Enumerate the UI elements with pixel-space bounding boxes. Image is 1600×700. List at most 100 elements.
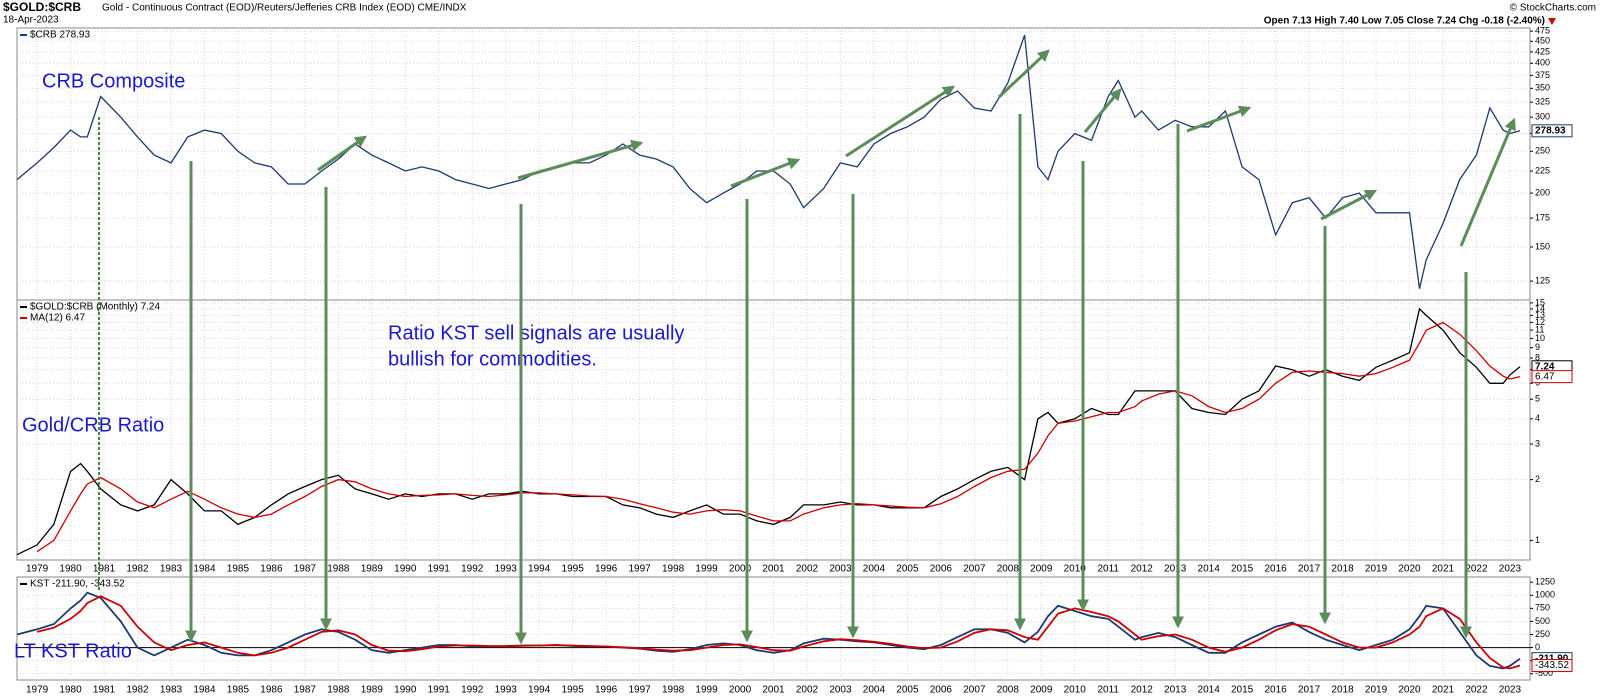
y-tick-label: 750	[1535, 603, 1550, 613]
y-tick-label: 2	[1535, 474, 1540, 484]
y-tick-label: 1	[1535, 535, 1540, 545]
annotation: Gold/CRB Ratio	[22, 414, 164, 436]
x-tick-label: 1981	[93, 564, 116, 575]
x-tick-label: 1981	[93, 685, 116, 696]
y-tick-label: 175	[1535, 212, 1550, 222]
x-tick-label: 2023	[1499, 685, 1522, 696]
y-tick-label: 375	[1535, 70, 1550, 80]
annotation: Ratio KST sell signals are usually	[388, 322, 684, 344]
y-tick-label: -500	[1535, 668, 1553, 678]
x-tick-label: 2022	[1465, 685, 1488, 696]
x-tick-label: 2017	[1298, 564, 1321, 575]
x-tick-label: 1984	[193, 685, 216, 696]
x-tick-label: 2021	[1432, 685, 1455, 696]
y-tick-label: 425	[1535, 46, 1550, 56]
signal-arrow	[1186, 105, 1252, 133]
x-tick-label: 2016	[1264, 564, 1287, 575]
last-value-label: 6.47	[1535, 371, 1555, 382]
x-tick-label: 2003	[829, 685, 852, 696]
last-value-tag	[1531, 370, 1573, 384]
y-tick-label: 5	[1535, 394, 1540, 404]
y-tick-label: 150	[1535, 241, 1550, 251]
date: 18-Apr-2023	[3, 15, 59, 26]
x-tick-label: 2023	[1499, 564, 1522, 575]
y-tick-label: 9	[1535, 342, 1540, 352]
y-tick-label: 3	[1535, 438, 1540, 448]
x-tick-label: 2006	[930, 564, 953, 575]
annotation: CRB Composite	[42, 70, 185, 92]
x-tick-label: 2007	[963, 564, 986, 575]
x-tick-label: 1994	[528, 564, 551, 575]
x-tick-label: 1992	[461, 685, 484, 696]
x-tick-label: 1992	[461, 564, 484, 575]
x-tick-label: 2008	[997, 564, 1020, 575]
down-icon	[1548, 18, 1556, 25]
last-value-label: -343.52	[1535, 660, 1569, 671]
x-tick-label: 1988	[327, 685, 350, 696]
x-tick-label: 2011	[1097, 564, 1119, 575]
x-tick-label: 1991	[428, 564, 451, 575]
x-tick-label: 1987	[294, 564, 317, 575]
x-tick-label: 1985	[227, 685, 250, 696]
x-tick-label: 2001	[762, 685, 785, 696]
y-tick-label: 200	[1535, 187, 1550, 197]
series-line	[16, 307, 1521, 556]
x-tick-label: 2018	[1331, 564, 1354, 575]
x-tick-label: 1980	[59, 564, 82, 575]
x-tick-label: 1991	[428, 685, 451, 696]
y-tick-label: 350	[1535, 83, 1550, 93]
y-tick-label: 15	[1535, 297, 1545, 307]
signal-arrow	[1320, 189, 1378, 221]
signal-arrow	[730, 157, 801, 188]
x-tick-label: 2014	[1198, 564, 1221, 575]
x-tick-label: 1999	[695, 685, 718, 696]
signal-arrow	[1083, 88, 1122, 133]
x-tick-label: 1996	[595, 564, 618, 575]
y-tick-label: 14	[1535, 303, 1545, 313]
y-tick-label: 500	[1535, 616, 1550, 626]
x-tick-label: 1989	[361, 564, 384, 575]
x-tick-label: 2016	[1264, 685, 1287, 696]
x-tick-label: 2008	[997, 685, 1020, 696]
x-tick-label: 2019	[1365, 685, 1388, 696]
last-value-label: -211.90	[1535, 653, 1569, 664]
x-tick-label: 1993	[495, 564, 518, 575]
x-tick-label: 1985	[227, 564, 250, 575]
y-tick-label: 10	[1535, 333, 1545, 343]
y-tick-label: 475	[1535, 26, 1550, 36]
x-tick-label: 2011	[1097, 685, 1119, 696]
y-tick-label: 4	[1535, 413, 1540, 423]
x-tick-label: 2002	[796, 685, 819, 696]
x-tick-label: 1980	[59, 685, 82, 696]
x-tick-label: 1995	[562, 685, 585, 696]
x-tick-label: 1994	[528, 685, 551, 696]
x-tick-label: 2012	[1131, 685, 1154, 696]
y-tick-label: 11	[1535, 324, 1544, 334]
x-tick-label: 2005	[896, 685, 919, 696]
x-tick-label: 1998	[662, 685, 685, 696]
series-line	[36, 321, 1521, 553]
x-tick-label: 1995	[562, 564, 585, 575]
y-tick-label: 12	[1535, 317, 1545, 327]
signal-arrow	[517, 139, 644, 180]
y-tick-label: 1250	[1535, 577, 1555, 587]
x-tick-label: 1979	[26, 685, 49, 696]
x-tick-label: 2010	[1064, 685, 1087, 696]
signal-arrow	[317, 135, 367, 172]
x-tick-label: 2009	[1030, 685, 1053, 696]
signal-arrow	[845, 85, 956, 158]
x-tick-label: 1997	[628, 564, 651, 575]
x-tick-label: 1987	[294, 685, 317, 696]
signal-arrow	[997, 49, 1050, 99]
y-tick-label: 250	[1535, 629, 1550, 639]
x-tick-label: 2007	[963, 685, 986, 696]
x-tick-label: 1984	[193, 564, 216, 575]
annotation: bullish for commodities.	[388, 348, 597, 370]
y-tick-label: 250	[1535, 146, 1550, 156]
y-tick-label: 400	[1535, 58, 1550, 68]
x-tick-label: 1983	[160, 564, 183, 575]
x-tick-label: 2014	[1198, 685, 1221, 696]
y-tick-label: 325	[1535, 97, 1550, 107]
